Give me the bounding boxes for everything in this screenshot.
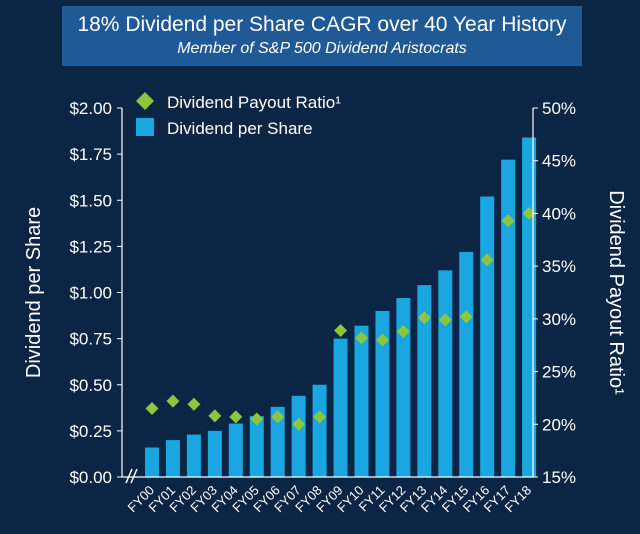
payout-diamond-fy07 — [292, 417, 306, 431]
left-tick-label: $0.75 — [69, 330, 112, 349]
payout-diamond-fy13 — [417, 311, 431, 325]
payout-diamond-fy14 — [438, 313, 452, 327]
right-tick-label: 45% — [542, 152, 576, 171]
bar-fy11 — [375, 310, 390, 477]
left-tick-label: $0.25 — [69, 422, 112, 441]
payout-diamond-fy17 — [501, 214, 515, 228]
payout-diamond-fy03 — [208, 409, 222, 423]
left-tick-label: $1.50 — [69, 191, 112, 210]
payout-diamond-fy12 — [396, 325, 410, 339]
bar-fy08 — [312, 384, 327, 477]
bar-fy02 — [186, 434, 201, 477]
legend-diamond-swatch — [136, 92, 154, 110]
bar-fy01 — [165, 440, 180, 477]
legend-bar-swatch — [136, 118, 154, 136]
left-tick-label: $2.00 — [69, 99, 112, 118]
payout-diamond-fy01 — [166, 394, 180, 408]
y-axis-title: Dividend per Share — [23, 207, 45, 378]
bar-fy07 — [291, 395, 306, 477]
bar-fy03 — [207, 430, 222, 477]
bar-fy16 — [480, 196, 495, 477]
chart-subtitle: Member of S&P 500 Dividend Aristocrats — [177, 40, 467, 57]
left-tick-label: $1.75 — [69, 145, 112, 164]
left-tick-label: $0.50 — [69, 376, 112, 395]
bar-fy09 — [333, 338, 348, 477]
bar-fy17 — [501, 159, 516, 477]
right-tick-label: 15% — [542, 468, 576, 487]
bar-fy12 — [396, 298, 411, 477]
bar-fy05 — [249, 416, 264, 477]
bar-fy06 — [270, 406, 285, 477]
left-tick-label: $0.00 — [69, 468, 112, 487]
payout-diamond-fy10 — [355, 331, 368, 345]
payout-diamond-fy08 — [313, 410, 327, 424]
legend-payout-label: Dividend Payout Ratio¹ — [167, 93, 341, 112]
bar-fy13 — [417, 285, 432, 477]
right-tick-label: 35% — [542, 257, 576, 276]
legend: Dividend Payout Ratio¹ Dividend per Share — [136, 92, 341, 138]
right-tick-label: 50% — [542, 99, 576, 118]
chart-title: 18% Dividend per Share CAGR over 40 Year… — [77, 13, 567, 36]
axis-break-mark — [125, 468, 133, 484]
left-tick-label: $1.00 — [69, 284, 112, 303]
payout-diamond-fy00 — [145, 401, 159, 415]
bar-fy14 — [438, 270, 453, 477]
payout-diamond-fy15 — [459, 310, 473, 324]
payout-diamond-fy05 — [250, 412, 264, 426]
bar-fy10 — [354, 325, 369, 477]
right-tick-label: 40% — [542, 204, 576, 223]
payout-diamond-fy18 — [522, 206, 536, 220]
payout-diamond-fy16 — [480, 253, 494, 267]
payout-diamond-fy04 — [229, 410, 243, 424]
payout-diamond-fy06 — [271, 410, 285, 424]
right-tick-label: 25% — [542, 363, 576, 382]
bar-fy18 — [522, 137, 537, 477]
bar-fy15 — [459, 251, 474, 477]
right-tick-label: 20% — [542, 415, 576, 434]
diamond-group — [145, 206, 536, 431]
bar-group — [145, 137, 537, 477]
payout-diamond-fy02 — [187, 397, 201, 411]
bar-fy00 — [145, 447, 159, 477]
title-box: 18% Dividend per Share CAGR over 40 Year… — [62, 6, 582, 66]
legend-dps-label: Dividend per Share — [167, 119, 313, 138]
axis-break-mark — [130, 468, 138, 484]
right-tick-label: 30% — [542, 310, 576, 329]
left-tick-label: $1.25 — [69, 237, 112, 256]
bar-fy04 — [228, 423, 243, 477]
y2-axis-title: Dividend Payout Ratio¹ — [605, 190, 627, 395]
payout-diamond-fy09 — [334, 323, 348, 337]
payout-diamond-fy11 — [375, 333, 389, 347]
